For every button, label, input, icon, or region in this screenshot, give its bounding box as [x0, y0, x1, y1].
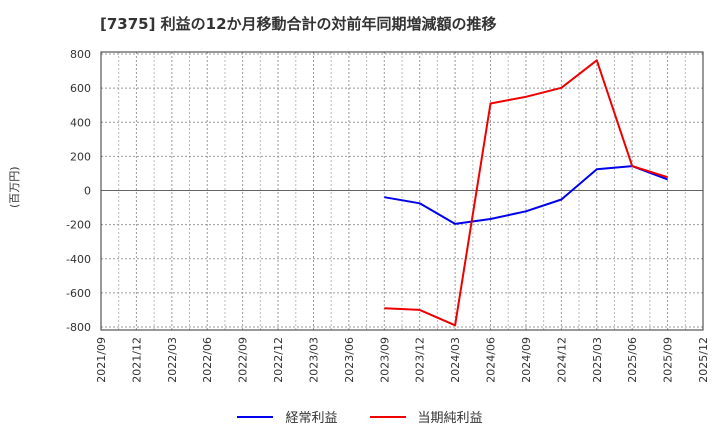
- legend-item-ordinary-profit: 経常利益: [237, 407, 338, 426]
- x-tick-label: 2025/09: [662, 337, 675, 383]
- x-tick-label: 2024/09: [520, 337, 533, 383]
- x-tick-label: 2022/12: [272, 337, 285, 383]
- x-tick-label: 2023/09: [378, 337, 391, 383]
- x-tick-label: 2022/03: [166, 337, 179, 383]
- legend-label: 経常利益: [285, 411, 338, 426]
- plot-frame: [100, 51, 704, 331]
- x-tick-label: 2025/06: [626, 337, 639, 383]
- x-tick-label: 2025/03: [591, 337, 604, 383]
- x-tick-label: 2025/12: [697, 337, 710, 383]
- y-tick-label: 200: [70, 150, 91, 163]
- x-tick-label: 2023/06: [343, 337, 356, 383]
- x-tick-label: 2024/03: [449, 337, 462, 383]
- legend-swatch-red: [369, 415, 406, 418]
- series-line-net-profit: [384, 59, 668, 327]
- y-tick-label: -600: [66, 287, 91, 300]
- legend-swatch-blue: [237, 415, 274, 418]
- y-tick-label: -800: [66, 321, 91, 334]
- series-line-ordinary-profit: [384, 165, 668, 225]
- y-tick-label: 0: [84, 185, 91, 198]
- x-tick-label: 2024/12: [555, 337, 568, 383]
- x-tick-label: 2024/06: [485, 337, 498, 383]
- x-tick-label: 2023/03: [307, 337, 320, 383]
- grid: [100, 52, 704, 330]
- y-tick-label: 600: [70, 82, 91, 95]
- chart-title: [7375] 利益の12か月移動合計の対前年同期増減額の推移: [100, 15, 497, 33]
- y-tick-label: 800: [70, 48, 91, 61]
- x-tick-label: 2022/09: [237, 337, 250, 383]
- legend-item-net-profit: 当期純利益: [369, 407, 483, 426]
- y-tick-label: -400: [66, 253, 91, 266]
- y-tick-label: -200: [66, 219, 91, 232]
- x-tick-label: 2021/12: [130, 337, 143, 383]
- x-tick-label: 2022/06: [201, 337, 214, 383]
- legend-label: 当期純利益: [417, 411, 483, 426]
- y-tick-label: 400: [70, 116, 91, 129]
- x-tick-label: 2023/12: [414, 337, 427, 383]
- legend: 経常利益 当期純利益: [0, 407, 720, 426]
- x-tick-label: 2021/09: [95, 337, 108, 383]
